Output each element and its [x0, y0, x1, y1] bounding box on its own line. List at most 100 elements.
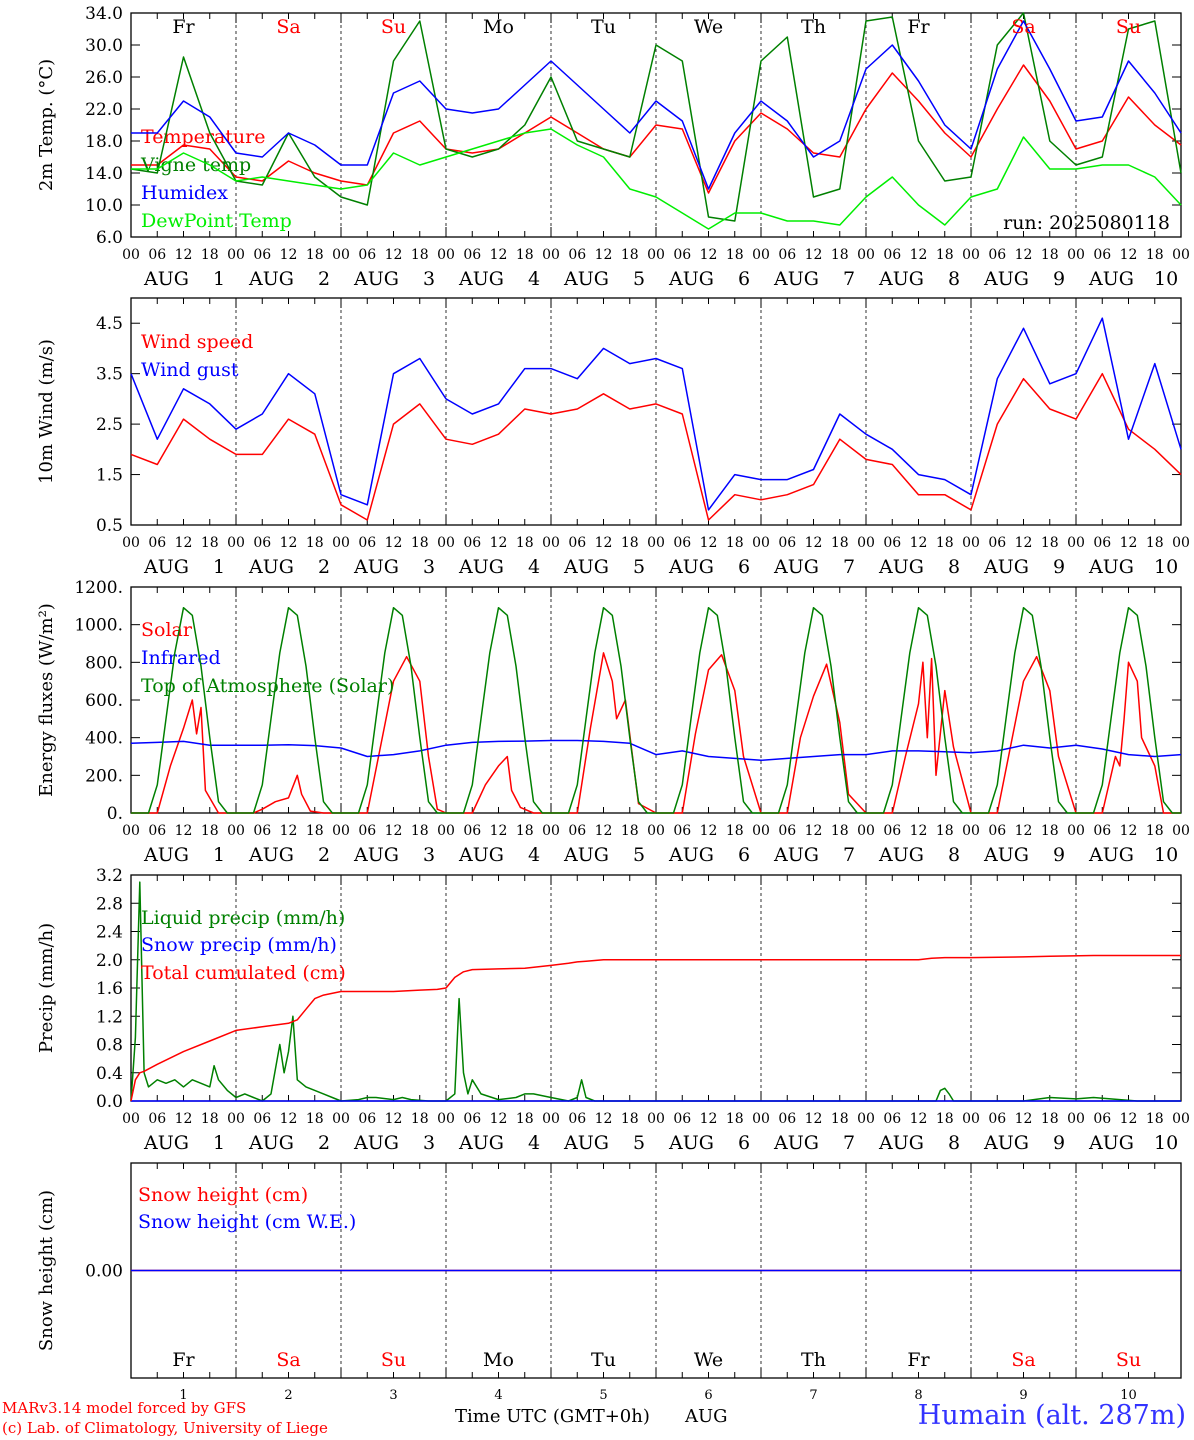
hour-tick-label: 00 — [962, 1111, 980, 1127]
hour-tick-label: 18 — [1146, 247, 1164, 263]
date-label: 5 — [633, 556, 645, 578]
legend-entry: Liquid precip (mm/h) — [141, 907, 345, 929]
hour-tick-label: 18 — [936, 823, 954, 839]
hour-tick-label: 12 — [175, 247, 193, 263]
month-label: AUG — [248, 556, 294, 578]
date-label: 4 — [528, 268, 540, 290]
date-label: 6 — [704, 1388, 712, 1403]
hour-tick-label: 12 — [595, 535, 613, 551]
month-label: AUG — [458, 1132, 504, 1154]
hour-tick-label: 00 — [647, 823, 665, 839]
hour-tick-label: 00 — [962, 823, 980, 839]
hour-tick-label: 00 — [1067, 823, 1085, 839]
hour-tick-label: 12 — [385, 823, 403, 839]
hour-tick-label: 12 — [280, 535, 298, 551]
y-tick-label: 0.00 — [85, 1262, 123, 1282]
hour-tick-label: 12 — [1120, 247, 1138, 263]
legend-entry: Snow height (cm W.E.) — [138, 1211, 356, 1233]
weekday-label: Su — [1116, 1349, 1141, 1371]
hour-tick-label: 12 — [1015, 1111, 1033, 1127]
y-tick-label: 1.5 — [96, 466, 123, 486]
hour-tick-label: 06 — [778, 535, 796, 551]
hour-tick-label: 00 — [227, 535, 245, 551]
date-label: 7 — [843, 268, 855, 290]
hour-tick-label: 06 — [463, 823, 481, 839]
hour-tick-label: 12 — [490, 1111, 508, 1127]
hour-tick-label: 12 — [1120, 1111, 1138, 1127]
month-label: AUG — [983, 556, 1029, 578]
y-tick-label: 22.0 — [85, 100, 123, 120]
hour-tick-label: 06 — [988, 823, 1006, 839]
y-tick-label: 400. — [85, 729, 123, 749]
hour-tick-label: 00 — [752, 535, 770, 551]
date-label: 1 — [179, 1388, 187, 1403]
weekday-label: Tu — [591, 1349, 616, 1371]
hour-tick-label: 18 — [201, 823, 219, 839]
hour-tick-label: 06 — [883, 247, 901, 263]
hour-tick-label: 06 — [568, 535, 586, 551]
hour-tick-label: 00 — [647, 1111, 665, 1127]
legend-entry: Wind gust — [141, 359, 239, 381]
hour-tick-label: 00 — [437, 823, 455, 839]
month-label: AUG — [1088, 556, 1134, 578]
hour-tick-label: 12 — [805, 1111, 823, 1127]
hour-tick-label: 06 — [568, 247, 586, 263]
hour-tick-label: 00 — [857, 823, 875, 839]
hour-tick-label: 00 — [122, 823, 140, 839]
date-label: 2 — [318, 268, 330, 290]
date-label: 1 — [213, 268, 225, 290]
y-tick-label: 14.0 — [85, 164, 123, 184]
series-line-total-cumulated-cm — [130, 954, 1181, 1102]
hour-tick-label: 06 — [253, 247, 271, 263]
hour-tick-label: 12 — [175, 823, 193, 839]
hour-tick-label: 06 — [673, 535, 691, 551]
hour-tick-label: 12 — [1015, 535, 1033, 551]
hour-tick-label: 12 — [1015, 823, 1033, 839]
hour-tick-label: 18 — [1041, 823, 1059, 839]
date-label: 7 — [843, 1132, 855, 1154]
hour-tick-label: 18 — [726, 247, 744, 263]
date-label: 10 — [1154, 556, 1178, 578]
month-label: AUG — [563, 1132, 609, 1154]
date-label: 9 — [1053, 556, 1065, 578]
hour-tick-label: 18 — [201, 247, 219, 263]
date-label: 3 — [423, 556, 435, 578]
hour-tick-label: 12 — [910, 1111, 928, 1127]
hour-tick-label: 12 — [805, 823, 823, 839]
month-axis-label: AUG — [685, 1406, 728, 1427]
y-tick-label: 1200. — [74, 578, 123, 598]
hour-tick-label: 06 — [568, 823, 586, 839]
y-tick-label: 2.0 — [96, 951, 123, 971]
copyright-credit: (c) Lab. of Climatology, University of L… — [2, 1419, 328, 1437]
run-label: run: 2025080118 — [1003, 212, 1170, 234]
hour-tick-label: 00 — [332, 823, 350, 839]
hour-tick-label: 12 — [910, 823, 928, 839]
month-label: AUG — [563, 556, 609, 578]
hour-tick-label: 12 — [490, 247, 508, 263]
month-label: AUG — [773, 1132, 819, 1154]
weekday-label: Sa — [276, 1349, 300, 1371]
hour-tick-label: 18 — [621, 535, 639, 551]
hour-tick-label: 18 — [1041, 535, 1059, 551]
hour-tick-label: 12 — [700, 247, 718, 263]
hour-tick-label: 06 — [673, 1111, 691, 1127]
hour-tick-label: 12 — [700, 1111, 718, 1127]
y-tick-label: 200. — [85, 766, 123, 786]
date-label: 8 — [914, 1388, 922, 1403]
hour-tick-label: 00 — [227, 247, 245, 263]
y-tick-label: 1.2 — [96, 1007, 123, 1027]
hour-tick-label: 12 — [175, 535, 193, 551]
hour-tick-label: 06 — [778, 1111, 796, 1127]
date-label: 3 — [423, 1132, 435, 1154]
month-label: AUG — [773, 556, 819, 578]
hour-tick-label: 00 — [1172, 823, 1190, 839]
hour-tick-label: 12 — [280, 1111, 298, 1127]
hour-tick-label: 12 — [1120, 823, 1138, 839]
weekday-label: Sa — [1011, 1349, 1035, 1371]
month-label: AUG — [563, 268, 609, 290]
hour-tick-label: 18 — [726, 1111, 744, 1127]
y-tick-label: 0.0 — [96, 1092, 123, 1112]
hour-tick-label: 00 — [332, 535, 350, 551]
hour-tick-label: 00 — [1067, 247, 1085, 263]
month-label: AUG — [353, 1132, 399, 1154]
